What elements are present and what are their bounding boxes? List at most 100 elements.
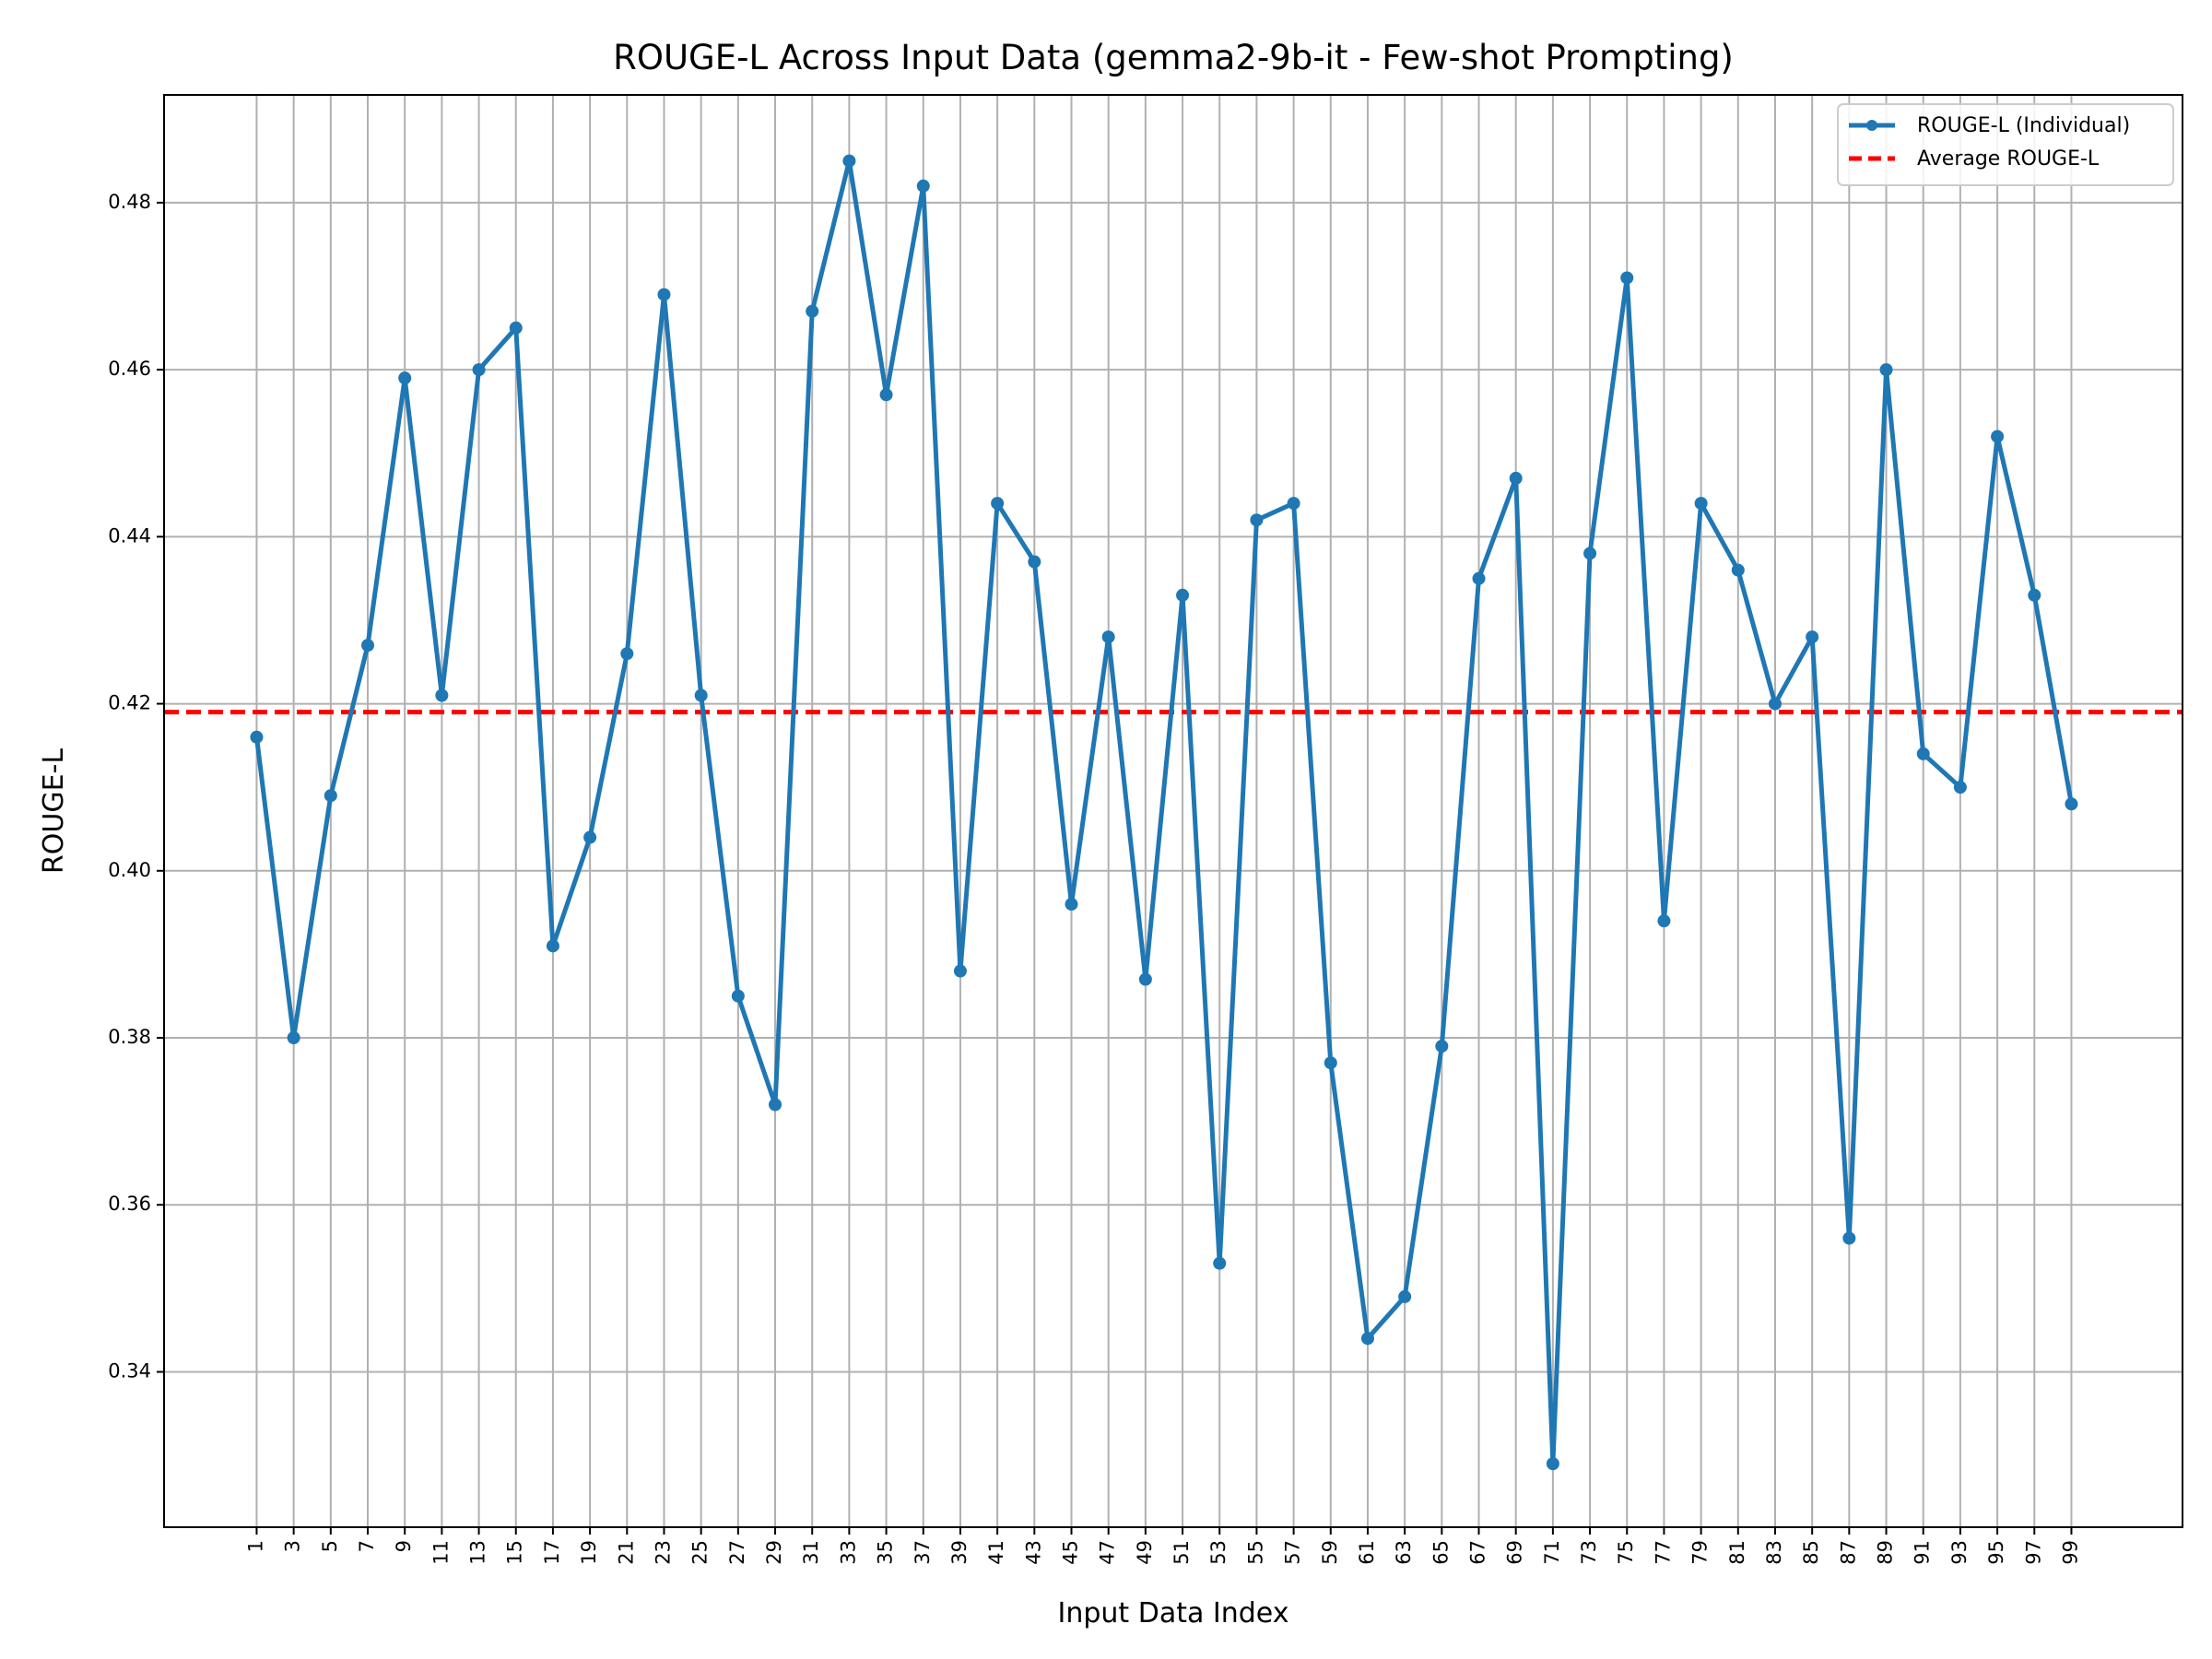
- data-point: [953, 964, 967, 978]
- data-point: [1028, 555, 1041, 569]
- x-tick-label: 57: [1282, 1540, 1304, 1565]
- y-tick-label: 0.40: [108, 859, 151, 881]
- data-point: [1953, 781, 1967, 794]
- x-tick-label: 15: [504, 1540, 526, 1565]
- data-point: [806, 304, 819, 318]
- x-tick-label: 19: [578, 1540, 600, 1565]
- x-tick-label: 31: [800, 1540, 822, 1565]
- data-point: [1138, 972, 1152, 986]
- data-point: [472, 363, 486, 377]
- data-point: [769, 1098, 782, 1112]
- x-tick-label: 81: [1726, 1540, 1748, 1565]
- data-point: [1916, 747, 1930, 760]
- x-tick-label: 73: [1578, 1540, 1600, 1565]
- y-tick-label: 0.42: [108, 692, 151, 714]
- data-point: [1324, 1056, 1337, 1070]
- x-tick-label: 87: [1837, 1540, 1859, 1565]
- x-tick-label: 77: [1652, 1540, 1674, 1565]
- x-tick-label: 79: [1689, 1540, 1712, 1565]
- y-tick-label: 0.34: [108, 1359, 151, 1382]
- data-point: [731, 989, 745, 1003]
- data-point: [435, 688, 449, 702]
- data-point: [916, 179, 930, 193]
- data-point: [991, 497, 1005, 511]
- x-tick-label: 9: [393, 1540, 415, 1552]
- x-tick-label: 53: [1207, 1540, 1230, 1565]
- data-point: [1398, 1289, 1412, 1303]
- data-point: [1213, 1256, 1227, 1270]
- x-tick-label: 45: [1059, 1540, 1081, 1565]
- data-point: [1842, 1231, 1856, 1245]
- x-tick-label: 27: [726, 1540, 748, 1565]
- data-point: [2028, 588, 2041, 602]
- chart-title: ROUGE-L Across Input Data (gemma2-9b-it …: [613, 38, 1734, 77]
- x-tick-label: 91: [1912, 1540, 1934, 1565]
- x-tick-label: 41: [985, 1540, 1007, 1565]
- x-tick-label: 65: [1430, 1540, 1452, 1565]
- x-tick-label: 1: [244, 1540, 266, 1552]
- x-tick-label: 55: [1244, 1540, 1266, 1565]
- x-tick-label: 37: [912, 1540, 934, 1565]
- data-point: [509, 321, 523, 335]
- y-axis-title: ROUGE-L: [38, 748, 70, 874]
- x-tick-label: 23: [652, 1540, 674, 1565]
- data-point: [1731, 563, 1745, 577]
- x-tick-label: 61: [1356, 1540, 1378, 1565]
- x-tick-label: 47: [1097, 1540, 1119, 1565]
- data-point: [879, 388, 893, 402]
- legend-label-individual: ROUGE-L (Individual): [1917, 114, 2130, 137]
- data-point: [694, 688, 708, 702]
- x-tick-label: 35: [875, 1540, 897, 1565]
- series-layer: [250, 154, 2078, 1471]
- y-tick-label: 0.38: [108, 1026, 151, 1048]
- data-point: [1101, 630, 1115, 644]
- x-tick-label: 83: [1763, 1540, 1785, 1565]
- x-tick-label: 69: [1504, 1540, 1526, 1565]
- x-tick-label: 25: [689, 1540, 712, 1565]
- data-point: [1360, 1332, 1374, 1346]
- data-point: [1991, 429, 2005, 443]
- data-point: [546, 939, 559, 953]
- x-tick-label: 17: [541, 1540, 563, 1565]
- x-tick-layer: 1 3 5 7 9 11 13 15 17 19 21 23 25 27 29 31 33 35 37 39 41 43 4…: [244, 1527, 2081, 1565]
- data-point: [1694, 497, 1708, 511]
- data-point: [1657, 914, 1671, 928]
- x-tick-label: 63: [1393, 1540, 1415, 1565]
- plot-frame: [163, 94, 2183, 1528]
- data-point: [398, 371, 412, 385]
- y-tick-label: 0.46: [108, 358, 151, 380]
- legend-marker-individual: [1866, 120, 1877, 131]
- y-tick-layer: 0.34 0.36 0.38 0.40 0.42 0.44 0.46 0.48: [108, 191, 164, 1382]
- x-tick-label: 13: [467, 1540, 489, 1565]
- x-tick-label: 29: [763, 1540, 785, 1565]
- x-tick-label: 3: [282, 1540, 304, 1552]
- y-tick-label: 0.48: [108, 191, 151, 213]
- x-tick-label: 39: [948, 1540, 971, 1565]
- data-point: [2065, 797, 2078, 811]
- x-tick-label: 95: [1985, 1540, 2007, 1565]
- data-point: [1806, 630, 1819, 644]
- legend: ROUGE-L (Individual) Average ROUGE-L: [1837, 103, 2174, 186]
- x-tick-label: 93: [1948, 1540, 1971, 1565]
- data-point: [583, 830, 597, 844]
- x-tick-label: 59: [1319, 1540, 1341, 1565]
- x-tick-label: 43: [1022, 1540, 1044, 1565]
- y-tick-label: 0.44: [108, 524, 151, 547]
- x-tick-label: 75: [1615, 1540, 1637, 1565]
- grid-layer: [164, 95, 2183, 1527]
- x-tick-label: 67: [1467, 1540, 1489, 1565]
- data-point: [1472, 571, 1486, 585]
- series-line-individual: [253, 159, 2074, 1466]
- x-tick-label: 21: [615, 1540, 637, 1565]
- data-point: [324, 789, 337, 803]
- data-point: [287, 1031, 300, 1045]
- y-tick-label: 0.36: [108, 1193, 151, 1215]
- data-point: [250, 730, 264, 744]
- x-tick-label: 33: [837, 1540, 859, 1565]
- x-tick-label: 85: [1800, 1540, 1822, 1565]
- x-tick-label: 99: [2059, 1540, 2081, 1565]
- data-point: [1065, 898, 1078, 912]
